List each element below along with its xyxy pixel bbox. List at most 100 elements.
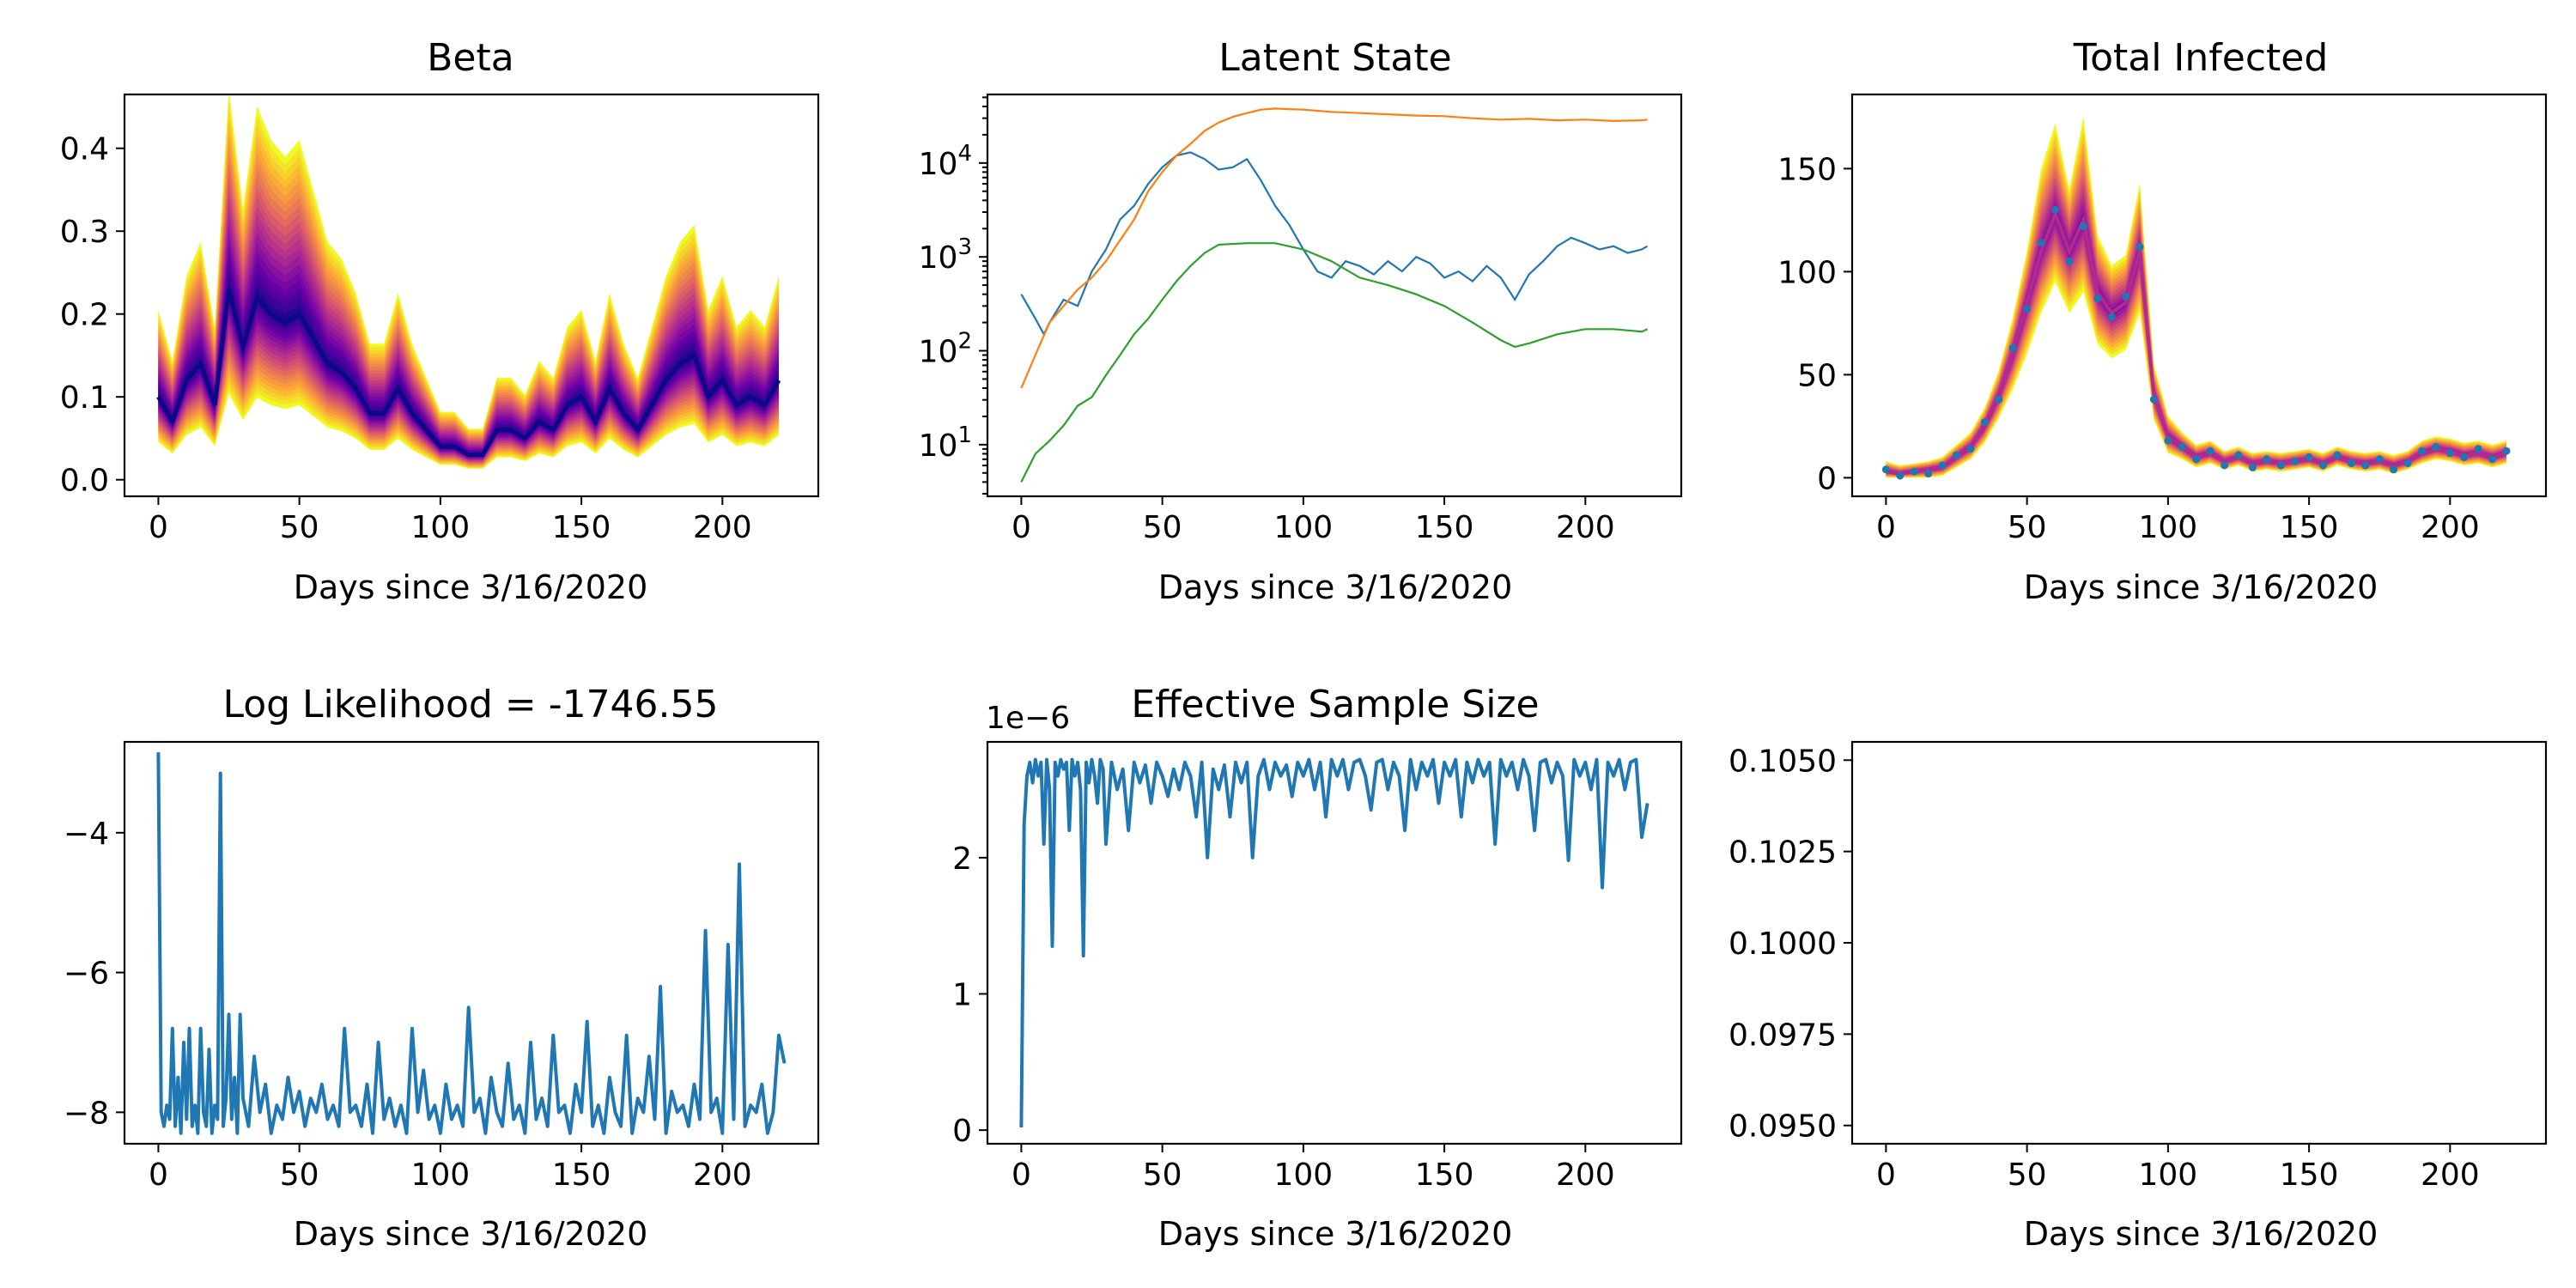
y-tick-label: 0.4: [60, 132, 109, 167]
x-tick-label: 200: [693, 510, 752, 545]
y-tick-label: 150: [1777, 152, 1837, 187]
tick-base: 10: [919, 335, 958, 370]
observed-point: [2305, 453, 2313, 461]
x-tick-label: 100: [2139, 510, 2198, 545]
y-tick-label: 0: [1817, 461, 1837, 496]
observed-point: [2023, 305, 2032, 313]
observed-point: [2248, 463, 2257, 471]
tick-exponent: 4: [957, 141, 972, 167]
observed-point: [2093, 295, 2102, 303]
panel-ess: Effective Sample Size 1e−6 Days since 3/…: [952, 683, 1683, 1253]
y-tick-label: 2: [952, 841, 972, 877]
panel-title: Total Infected: [2073, 36, 2329, 80]
observed-point: [1953, 451, 1960, 459]
observed-point: [2403, 459, 2412, 468]
x-axis-label: Days since 3/16/2020: [1158, 1215, 1513, 1253]
series-line: [156, 752, 787, 1135]
panel-infected: Total Infected Days since 3/16/2020 0 50 1…: [1777, 36, 2548, 606]
x-tick-label: 150: [2280, 1157, 2339, 1193]
y-tick-label: −6: [64, 957, 109, 992]
tick-base: 10: [919, 428, 958, 464]
observed-point: [2079, 222, 2087, 231]
observed-point: [2149, 395, 2158, 404]
observed-point: [1966, 445, 1975, 453]
observed-point: [2164, 436, 2172, 445]
observed-point: [2051, 205, 2059, 214]
x-tick-label: 50: [280, 1157, 319, 1193]
observed-point: [1995, 395, 2003, 404]
x-tick-label: 200: [1556, 1157, 1615, 1193]
observed-point: [1980, 418, 1989, 427]
state-line: [1020, 151, 1649, 337]
plot-area: [156, 94, 781, 469]
tick-base: 10: [919, 147, 958, 182]
observed-point: [2347, 459, 2355, 468]
observed-point: [2488, 455, 2497, 464]
observed-point: [1881, 465, 1890, 474]
y-tick-label: 0.1050: [1728, 744, 1837, 779]
y-tick-label: 0.0: [60, 464, 109, 499]
observed-point: [1910, 467, 1918, 476]
axes-frame: [1850, 93, 2548, 498]
observed-point: [2136, 243, 2144, 252]
observed-point: [2502, 447, 2511, 455]
x-tick-label: 0: [1876, 510, 1896, 545]
observed-point: [2008, 343, 2017, 352]
x-tick-label: 150: [552, 510, 611, 545]
x-tick-label: 0: [1012, 510, 1031, 545]
y-tick-label: 0.1000: [1728, 927, 1837, 962]
observed-point: [2234, 451, 2243, 459]
x-tick-label: 150: [1415, 1157, 1474, 1193]
axes-frame: [123, 740, 820, 1145]
observed-point: [2221, 461, 2229, 470]
prediction-band: [1886, 191, 2506, 475]
x-tick-label: 100: [411, 510, 471, 545]
observed-point: [2390, 465, 2398, 474]
observed-point: [2178, 442, 2186, 451]
observed-point: [2192, 455, 2201, 464]
panel-empty: Days since 3/16/2020 0 50 100 150 200 0.0950 0…: [1728, 740, 2548, 1253]
observed-point: [2333, 451, 2342, 459]
panel-title: Log Likelihood = -1746.55: [222, 683, 718, 726]
x-tick-label: 50: [2008, 510, 2047, 545]
x-tick-label: 100: [411, 1157, 471, 1193]
y-tick-label: 0: [952, 1114, 972, 1149]
x-tick-label: 50: [1143, 1157, 1182, 1193]
observed-point: [2319, 461, 2327, 470]
plot-area: [1019, 757, 1649, 1128]
median-line: [156, 289, 781, 458]
observed-point: [2065, 257, 2074, 265]
observed-point: [1938, 461, 1947, 470]
state-line: [1020, 107, 1648, 389]
panel-title: Beta: [427, 36, 513, 80]
x-tick-label: 100: [2139, 1157, 2198, 1193]
observed-point: [2375, 455, 2384, 464]
observed-point: [2361, 461, 2370, 470]
x-tick-label: 50: [2008, 1157, 2047, 1193]
x-tick-label: 100: [1274, 1157, 1334, 1193]
y-tick-label: −4: [64, 817, 109, 852]
tick-base: 10: [919, 240, 958, 276]
observed-point: [2445, 449, 2454, 458]
y-tick-label: 0.3: [60, 215, 109, 250]
x-axis-label: Days since 3/16/2020: [294, 1215, 648, 1253]
panel-title: Latent State: [1218, 36, 1451, 80]
observed-point: [2291, 457, 2300, 465]
y-tick-label: 103: [919, 234, 972, 276]
y-tick-label: 0.2: [60, 298, 109, 333]
y-tick-label: 101: [919, 422, 972, 464]
x-tick-label: 200: [693, 1157, 752, 1193]
x-axis-label: Days since 3/16/2020: [1158, 568, 1513, 606]
x-tick-label: 150: [552, 1157, 611, 1193]
x-tick-label: 0: [1012, 1157, 1031, 1193]
x-axis-label: Days since 3/16/2020: [294, 568, 648, 606]
panel-latent: Latent State Days since 3/16/2020 0 50 100…: [919, 36, 1683, 606]
x-tick-label: 0: [149, 1157, 168, 1193]
x-tick-label: 150: [2280, 510, 2339, 545]
x-tick-label: 50: [1143, 510, 1182, 545]
observed-point: [2263, 455, 2271, 464]
y-tick-label: 0.0975: [1728, 1018, 1837, 1053]
y-tick-label: 100: [1777, 255, 1837, 290]
observed-point: [1896, 471, 1905, 480]
x-tick-label: 150: [1415, 510, 1474, 545]
